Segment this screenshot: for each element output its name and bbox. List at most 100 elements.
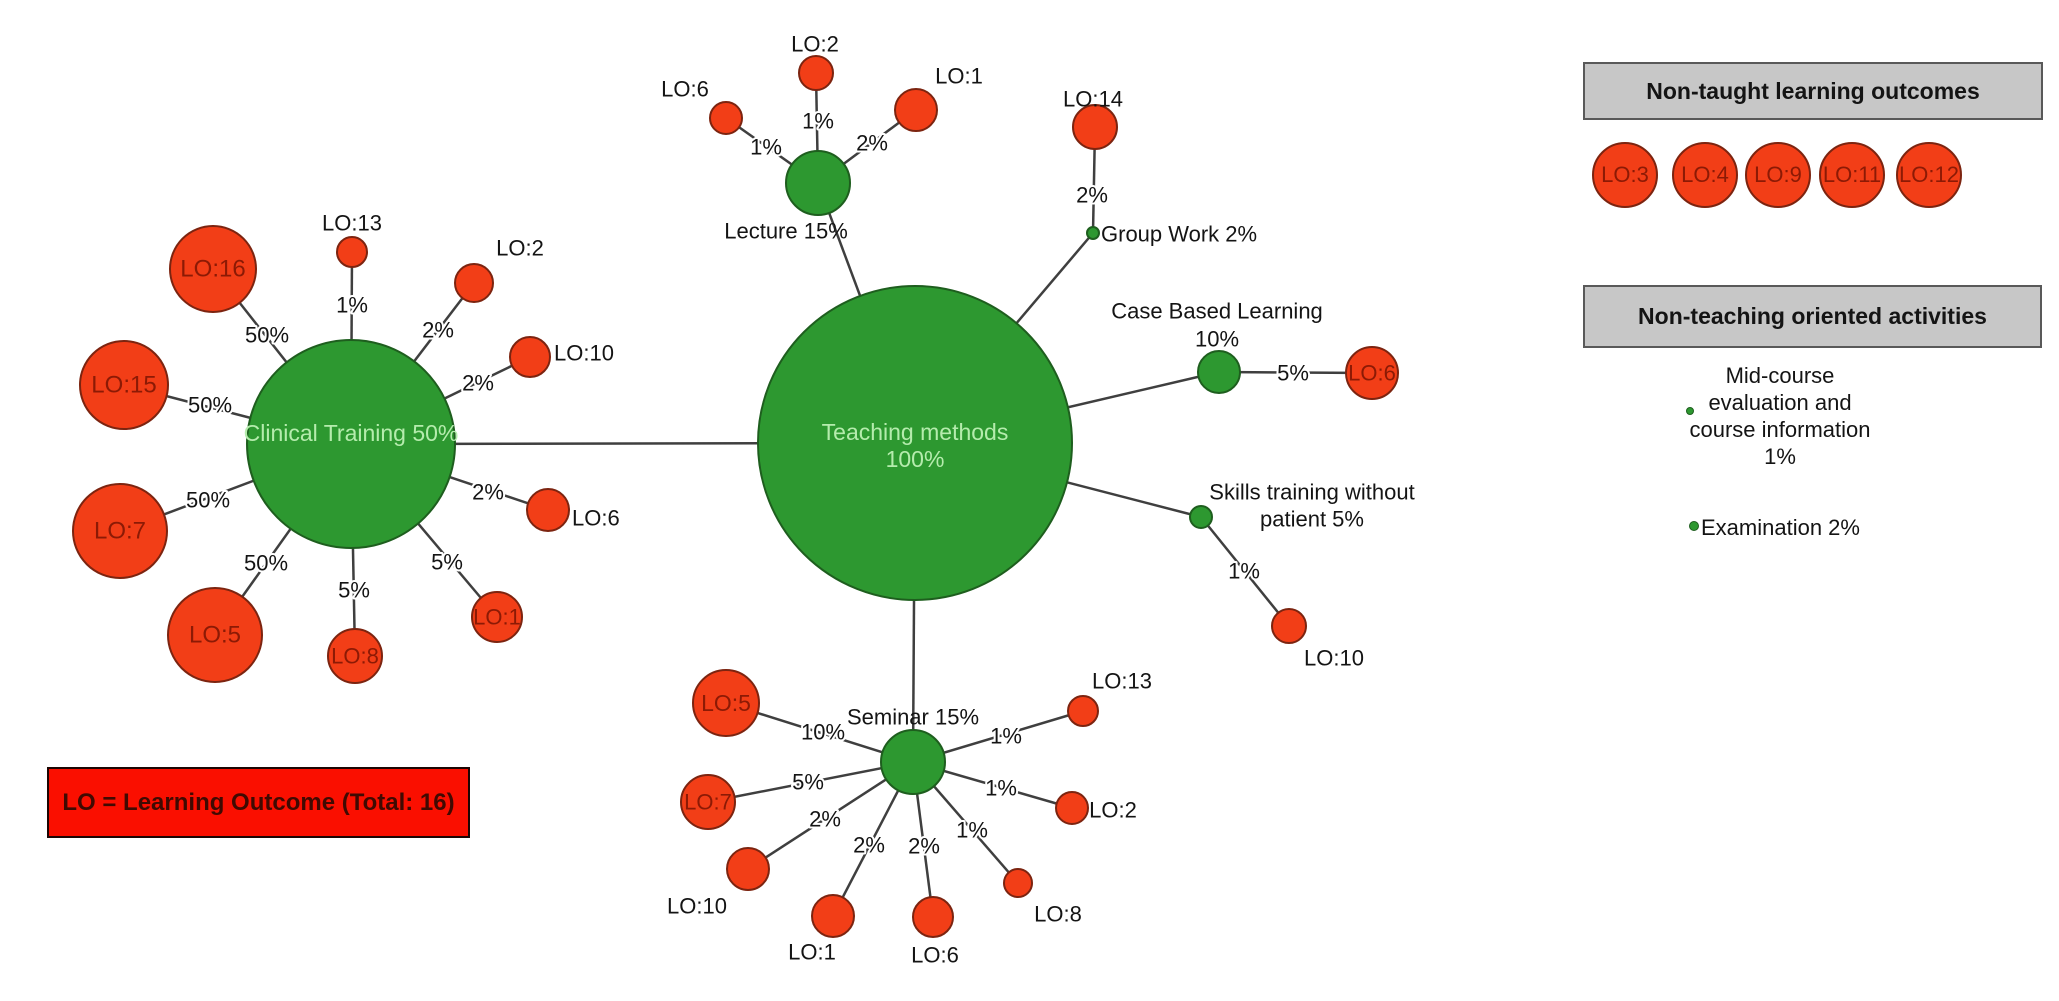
node-se-lo1 (811, 894, 855, 938)
label-se-lo5: LO:5 (701, 690, 751, 716)
edge-label-lecture-lc-lo6: 1% (750, 135, 782, 160)
node-ct-lo10 (509, 336, 551, 378)
edge-label-skills-sk-lo10: 1% (1228, 559, 1260, 584)
node-teaching (757, 285, 1073, 601)
label-se-lo7: LO:7 (684, 790, 732, 815)
edge-label-seminar-se-lo7: 5% (792, 770, 824, 795)
node-seminar (880, 729, 946, 795)
node-ct-lo2 (454, 263, 494, 303)
label-ct-lo16: LO:16 (180, 256, 245, 283)
nodes-layer (72, 55, 1399, 938)
label-se-lo13: LO:13 (1092, 669, 1152, 694)
edge-label-clinical-ct-lo1: 5% (431, 550, 463, 575)
edge-label-seminar-se-lo2: 1% (985, 776, 1017, 801)
non-taught-outcome-circle: LO:11 (1819, 142, 1885, 208)
label-ct-lo7: LO:7 (94, 518, 146, 545)
legend-box: LO = Learning Outcome (Total: 16) (47, 767, 470, 838)
label-casebased: Case Based Learning (1111, 299, 1323, 324)
edge-label-clinical-ct-lo16: 50% (245, 323, 289, 348)
node-ct-lo7 (72, 483, 168, 579)
node-clinical (246, 339, 456, 549)
label-ct-lo5: LO:5 (189, 622, 241, 649)
edge-label-clinical-ct-lo6: 2% (472, 480, 504, 505)
node-lc-lo2 (798, 55, 834, 91)
label-ct-lo8: LO:8 (331, 644, 379, 669)
node-se-lo13 (1067, 695, 1099, 727)
edge-label-seminar-se-lo10: 2% (809, 807, 841, 832)
edge-label-seminar-se-lo5: 10% (801, 720, 845, 745)
node-ct-lo13 (336, 236, 368, 268)
node-lc-lo6 (709, 101, 743, 135)
label-casebased: 10% (1195, 327, 1239, 352)
edge-label-seminar-se-lo1: 2% (853, 833, 885, 858)
non-taught-outcome-circle: LO:9 (1745, 142, 1811, 208)
edge-seminar-se-lo7 (707, 760, 914, 804)
node-se-lo5 (692, 669, 760, 737)
node-se-lo2 (1055, 791, 1089, 825)
non-taught-outcome-circle: LO:4 (1672, 142, 1738, 208)
non-taught-outcomes-header: Non-taught learning outcomes (1583, 62, 2043, 120)
node-ct-lo6 (526, 488, 570, 532)
midcourse-activity-label: Mid-course evaluation and course informa… (1655, 362, 1905, 470)
edge-label-clinical-ct-lo8: 5% (338, 578, 370, 603)
label-se-lo2: LO:2 (1089, 798, 1137, 823)
activity-line: evaluation and (1708, 390, 1852, 415)
label-ct-lo6: LO:6 (572, 506, 620, 531)
node-se-lo10 (726, 847, 770, 891)
node-ct-lo8 (327, 628, 383, 684)
label-ct-lo15: LO:15 (91, 372, 156, 399)
label-se-lo6: LO:6 (911, 943, 959, 968)
edge-label-clinical-ct-lo15: 50% (188, 393, 232, 418)
examination-activity-label: Examination 2% (1701, 515, 1860, 540)
edge-label-seminar-se-lo13: 1% (990, 724, 1022, 749)
label-skills: Skills training without (1209, 480, 1414, 505)
node-se-lo8 (1003, 868, 1033, 898)
label-lecture: Lecture 15% (724, 219, 848, 244)
node-ct-lo16 (169, 225, 257, 313)
label-cb-lo6: LO:6 (1348, 361, 1396, 386)
label-ct-lo1: LO:1 (473, 605, 521, 630)
edge-label-lecture-lc-lo1: 2% (856, 131, 888, 156)
node-cb-lo6 (1345, 346, 1399, 400)
label-ct-lo10: LO:10 (554, 341, 614, 366)
edge-label-seminar-se-lo6: 2% (908, 834, 940, 859)
label-se-lo1: LO:1 (788, 940, 836, 965)
label-seminar: Seminar 15% (847, 705, 979, 730)
label-ct-lo13: LO:13 (322, 211, 382, 236)
label-gw-lo14: LO:14 (1063, 87, 1123, 112)
node-lc-lo1 (894, 88, 938, 132)
node-se-lo6 (912, 896, 954, 938)
node-ct-lo15 (79, 340, 169, 430)
edge-label-groupwork-gw-lo14: 2% (1076, 183, 1108, 208)
legend-label: LO = Learning Outcome (Total: 16) (62, 788, 455, 816)
activity-line: Mid-course (1725, 363, 1835, 388)
label-teaching: Teaching methods (822, 419, 1009, 445)
node-ct-lo1 (471, 591, 523, 643)
label-lc-lo2: LO:2 (791, 32, 839, 57)
edge-label-clinical-ct-lo5: 50% (244, 551, 288, 576)
node-skills (1189, 505, 1213, 529)
edge-label-clinical-ct-lo10: 2% (462, 371, 494, 396)
examination-dot-icon (1689, 521, 1699, 531)
midcourse-dot-icon (1686, 407, 1694, 415)
label-sk-lo10: LO:10 (1304, 646, 1364, 671)
label-teaching: 100% (886, 446, 945, 472)
node-groupwork (1086, 226, 1100, 240)
edge-label-seminar-se-lo8: 1% (956, 818, 988, 843)
label-lc-lo1: LO:1 (935, 64, 983, 89)
label-lc-lo6: LO:6 (661, 77, 709, 102)
label-se-lo8: LO:8 (1034, 902, 1082, 927)
node-se-lo7 (680, 774, 736, 830)
node-sk-lo10 (1271, 608, 1307, 644)
activity-line: 1% (1764, 444, 1796, 469)
non-teaching-activities-header: Non-teaching oriented activities (1583, 285, 2042, 348)
edge-label-clinical-ct-lo7: 50% (186, 488, 230, 513)
non-taught-outcome-circle: LO:3 (1592, 142, 1658, 208)
edge-label-casebased-cb-lo6: 5% (1277, 361, 1309, 386)
labels-layer: 50% 1% 2% 2% 50% 50% 2% 50% 5% 5% 1% 1% 2% 2% 5% 1% 10% 5… (91, 32, 1414, 968)
node-gw-lo14 (1072, 104, 1118, 150)
label-ct-lo2: LO:2 (496, 236, 544, 261)
label-clinical: Clinical Training 50% (244, 420, 459, 446)
